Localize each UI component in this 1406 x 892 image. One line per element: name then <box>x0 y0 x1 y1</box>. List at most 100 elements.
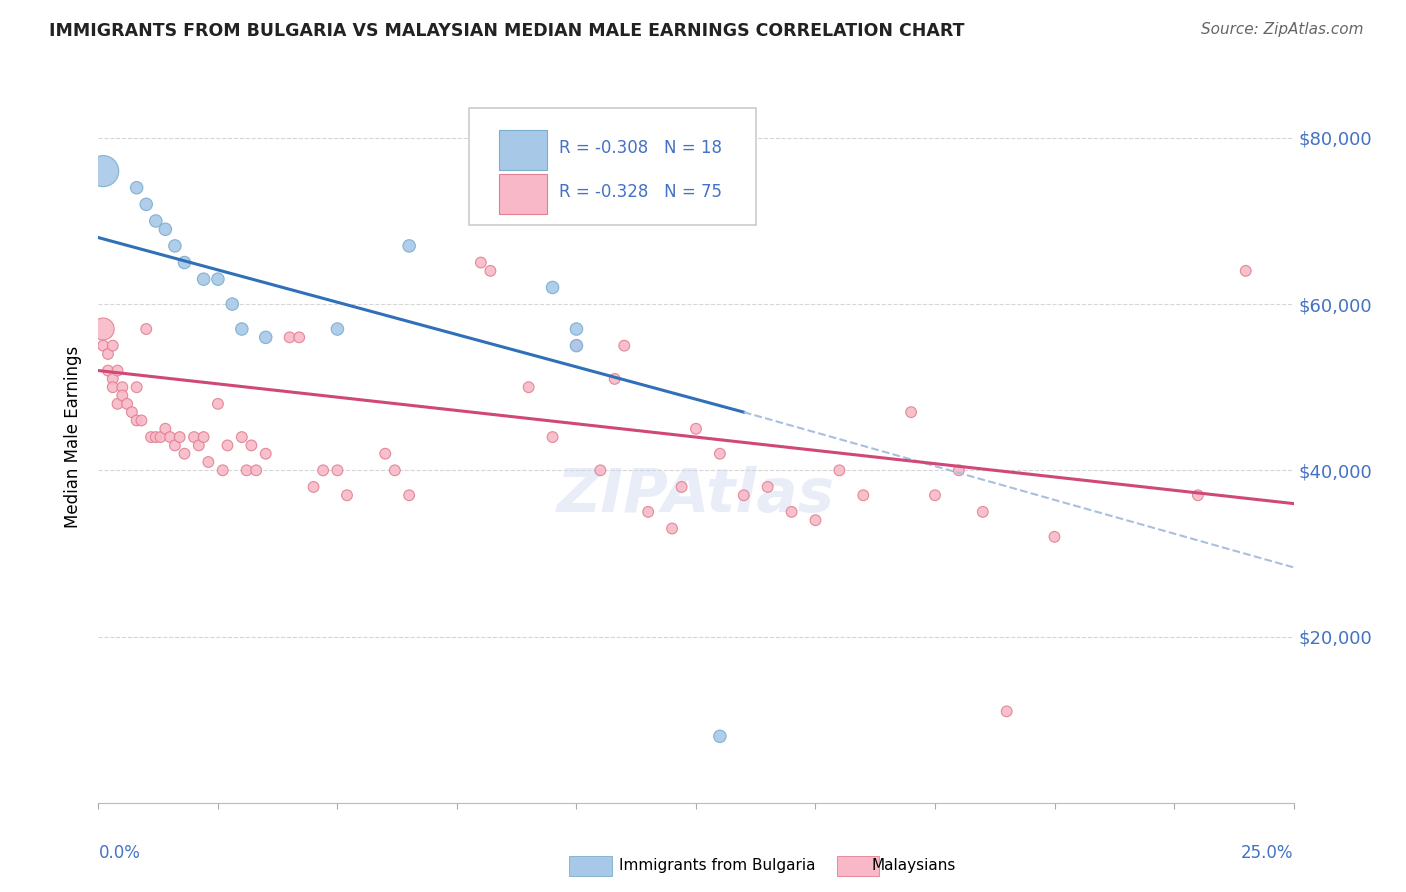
Point <box>183 430 205 444</box>
Point <box>163 438 186 452</box>
Point <box>398 488 420 502</box>
Point <box>336 488 359 502</box>
Point <box>217 438 239 452</box>
Point <box>948 463 970 477</box>
Point <box>1234 264 1257 278</box>
Point <box>115 397 138 411</box>
Point <box>193 430 215 444</box>
Point <box>254 330 277 344</box>
Point <box>235 463 257 477</box>
Point <box>709 447 731 461</box>
Point <box>541 280 564 294</box>
Point <box>479 264 502 278</box>
Point <box>211 463 233 477</box>
Text: 0.0%: 0.0% <box>98 845 141 863</box>
Point <box>589 463 612 477</box>
Text: 25.0%: 25.0% <box>1241 845 1294 863</box>
Point <box>240 438 263 452</box>
Point <box>91 322 114 336</box>
Point <box>828 463 851 477</box>
Point <box>207 397 229 411</box>
Point <box>139 430 162 444</box>
Point <box>155 222 177 236</box>
Point <box>121 405 143 419</box>
Y-axis label: Median Male Earnings: Median Male Earnings <box>65 346 83 528</box>
Point <box>1187 488 1209 502</box>
Point <box>145 430 167 444</box>
Point <box>135 197 157 211</box>
Point <box>470 255 492 269</box>
Point <box>288 330 311 344</box>
Point <box>661 521 683 535</box>
Point <box>924 488 946 502</box>
Point <box>101 372 124 386</box>
Point <box>302 480 325 494</box>
Point <box>107 363 129 377</box>
Point <box>111 380 134 394</box>
FancyBboxPatch shape <box>470 108 756 225</box>
Point <box>900 405 922 419</box>
Text: R = -0.308   N = 18: R = -0.308 N = 18 <box>558 139 721 157</box>
Point <box>207 272 229 286</box>
Point <box>326 463 349 477</box>
Point <box>159 430 181 444</box>
FancyBboxPatch shape <box>499 174 547 214</box>
Point <box>995 705 1018 719</box>
Point <box>245 463 267 477</box>
Point <box>384 463 406 477</box>
Point <box>145 214 167 228</box>
Point <box>101 338 124 352</box>
Text: Malaysians: Malaysians <box>872 858 956 872</box>
Text: Immigrants from Bulgaria: Immigrants from Bulgaria <box>619 858 815 872</box>
Point <box>163 239 186 253</box>
Point <box>197 455 219 469</box>
Text: R = -0.328   N = 75: R = -0.328 N = 75 <box>558 183 721 201</box>
Point <box>671 480 693 494</box>
Point <box>254 447 277 461</box>
Point <box>565 338 588 352</box>
Point <box>135 322 157 336</box>
Point <box>169 430 191 444</box>
Point <box>709 729 731 743</box>
Text: ZIPAtlas: ZIPAtlas <box>557 467 835 525</box>
Point <box>125 413 148 427</box>
Point <box>193 272 215 286</box>
Point <box>733 488 755 502</box>
Point <box>565 338 588 352</box>
Point <box>91 338 114 352</box>
Point <box>603 372 626 386</box>
Point <box>517 380 540 394</box>
Point <box>326 322 349 336</box>
Point <box>374 447 396 461</box>
Point <box>637 505 659 519</box>
Point <box>97 347 120 361</box>
Point <box>852 488 875 502</box>
Point <box>804 513 827 527</box>
Text: Source: ZipAtlas.com: Source: ZipAtlas.com <box>1201 22 1364 37</box>
Point <box>91 164 114 178</box>
Point <box>97 363 120 377</box>
Point <box>101 380 124 394</box>
Point <box>125 180 148 194</box>
Point <box>312 463 335 477</box>
Point <box>107 397 129 411</box>
Point <box>173 447 195 461</box>
Point <box>221 297 243 311</box>
Point <box>231 430 253 444</box>
Point <box>125 380 148 394</box>
Point <box>565 322 588 336</box>
Point <box>972 505 994 519</box>
Point <box>131 413 153 427</box>
Point <box>780 505 803 519</box>
Point <box>155 422 177 436</box>
Point <box>173 255 195 269</box>
Point <box>398 239 420 253</box>
Point <box>187 438 209 452</box>
Point <box>685 422 707 436</box>
Point <box>231 322 253 336</box>
Point <box>149 430 172 444</box>
Point <box>541 430 564 444</box>
FancyBboxPatch shape <box>499 130 547 170</box>
Point <box>111 388 134 402</box>
Point <box>278 330 301 344</box>
